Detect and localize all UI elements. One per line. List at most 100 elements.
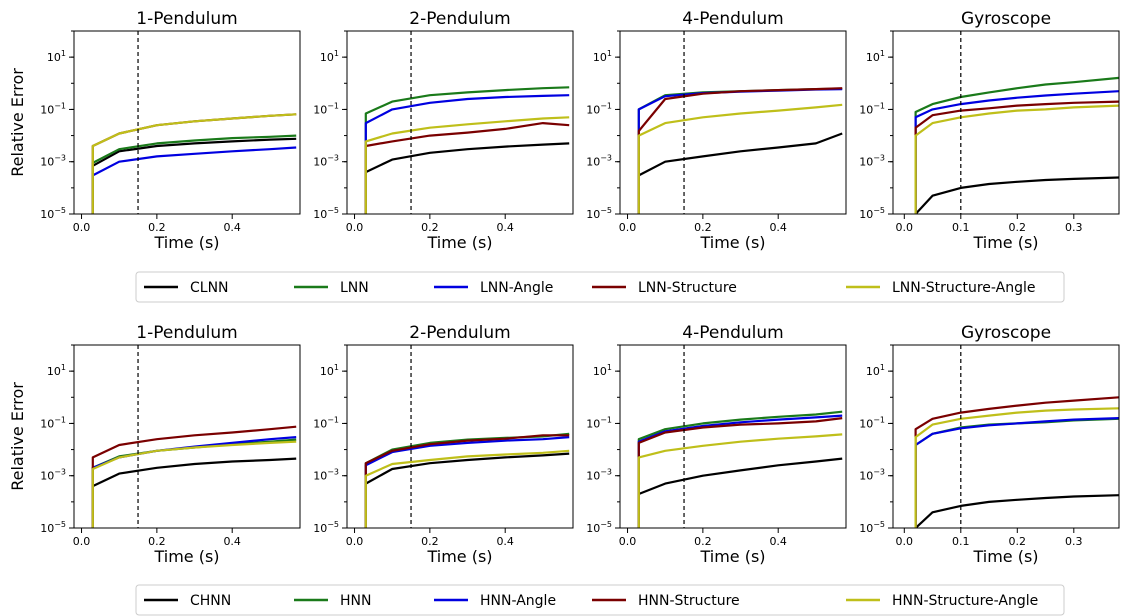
legend-label: HNN-Structure [638,593,740,609]
y-tick-label: 10−5 [313,206,339,221]
series-line-lnn-angle [637,88,843,214]
series-line-lnn-angle [91,146,297,214]
series-line-hnn-structure [91,425,297,528]
legend-2: CHNN HNN HNN-Angle HNN-Structure HNN-Structu… [135,584,1065,616]
series-line-lnn-angle [914,90,1119,214]
y-tick-label: 10−1 [859,101,885,116]
series-group [364,86,570,214]
y-tick-label: 10−1 [313,415,339,430]
x-tick-label: 0.0 [896,535,914,548]
y-tick-label: 10−1 [586,415,612,430]
series-group [91,113,297,214]
y-tick-label: 101 [320,49,339,64]
y-tick-label: 101 [593,363,612,378]
x-axis-label: Time (s) [153,233,219,252]
series-line-lnn-structure [364,122,570,214]
legend-label: LNN [340,280,369,296]
subplot-7: 10−5 10−3 10−1 101 0.0 0.2 0.4 4-Pendulum Time (… [586,323,847,566]
y-tick-label: 10−5 [313,520,339,535]
subplot-1: 10−5 10−3 10−1 101 0.0 0.2 0.4 1-Pendulum Time (… [8,9,301,252]
series-line-lnn [91,134,297,214]
legend-label: CHNN [190,593,231,609]
series-line-lnn [914,76,1119,214]
subplot-4: 10−5 10−3 10−1 101 0.0 0.1 0.2 0.3 Gyroscope Time… [859,9,1120,252]
legend-1: CLNN LNN LNN-Angle LNN-Structure LNN-Structu… [135,271,1065,303]
y-tick-label: 101 [866,363,885,378]
series-group [91,425,297,528]
subplot-title: Gyroscope [961,9,1051,29]
y-tick-label: 10−5 [40,206,66,221]
subplot-title: 1-Pendulum [136,323,237,343]
x-tick-label: 0.2 [1009,221,1027,234]
series-line-chnn [364,452,570,528]
series-line-lnn [637,87,843,214]
series-line-hnn [637,410,843,528]
x-tick-label: 0.4 [496,221,514,234]
series-group [637,87,843,214]
x-tick-label: 0.4 [769,535,787,548]
y-tick-label: 101 [320,363,339,378]
x-axis-label: Time (s) [699,233,765,252]
series-line-clnn [914,176,1119,214]
y-tick-label: 10−3 [313,154,339,169]
y-tick-label: 101 [47,49,66,64]
plot-frame [346,344,574,529]
subplot-3: 10−5 10−3 10−1 101 0.0 0.2 0.4 4-Pendulum Time (… [586,9,847,252]
plot-frame [346,30,574,215]
x-tick-label: 0.4 [223,221,241,234]
y-tick-label: 10−5 [40,520,66,535]
y-tick-label: 10−3 [313,468,339,483]
plot-frame [892,344,1120,529]
x-tick-label: 0.0 [346,221,364,234]
x-tick-label: 0.1 [952,221,970,234]
x-tick-label: 0.4 [223,535,241,548]
subplot-title: 4-Pendulum [682,9,783,29]
series-line-lnn-structure [914,100,1119,214]
series-line-clnn [637,132,843,214]
y-tick-label: 10−3 [586,154,612,169]
series-line-hnn-structure-angle [914,407,1119,528]
y-axis-label: Relative Error [8,382,27,491]
series-group [914,396,1119,528]
plot-frame [73,30,301,215]
x-tick-label: 0.0 [619,535,637,548]
legend-label: LNN-Structure [638,280,737,296]
legend-label: HNN-Angle [480,593,556,609]
series-line-lnn-structure [637,87,843,214]
legend-label: LNN-Angle [480,280,553,296]
x-axis-label: Time (s) [699,547,765,566]
series-line-hnn-angle [637,414,843,528]
x-tick-label: 0.0 [896,221,914,234]
x-tick-label: 0.0 [73,221,91,234]
y-tick-label: 10−3 [40,154,66,169]
legend-label: CLNN [190,280,229,296]
series-line-lnn-structure-angle [91,113,297,214]
x-tick-label: 0.3 [1065,535,1083,548]
series-group [637,410,843,528]
y-tick-label: 10−3 [40,468,66,483]
series-line-chnn [637,457,843,528]
legend-label: HNN-Structure-Angle [892,593,1038,609]
series-line-clnn [91,137,297,214]
x-tick-label: 0.2 [694,221,712,234]
y-tick-label: 10−1 [586,101,612,116]
x-axis-label: Time (s) [972,233,1038,252]
series-line-chnn [914,494,1119,528]
x-tick-label: 0.2 [694,535,712,548]
plot-frame [892,30,1120,215]
y-tick-label: 10−5 [586,520,612,535]
y-tick-label: 101 [866,49,885,64]
series-line-hnn-structure-angle [364,449,570,528]
y-tick-label: 10−1 [313,101,339,116]
subplot-5: 10−5 10−3 10−1 101 0.0 0.2 0.4 1-Pendulum Time (… [8,323,301,566]
y-tick-label: 10−5 [586,206,612,221]
series-line-clnn [364,142,570,214]
y-tick-label: 10−1 [40,415,66,430]
series-line-hnn-angle [364,436,570,528]
legend-label: LNN-Structure-Angle [892,280,1036,296]
legend-label: HNN [340,593,371,609]
y-tick-label: 10−1 [859,415,885,430]
x-axis-label: Time (s) [426,233,492,252]
series-line-lnn-structure-angle [364,116,570,214]
